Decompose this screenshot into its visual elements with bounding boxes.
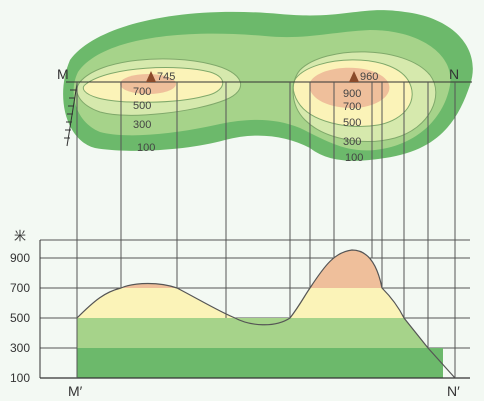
contour-label-left-100: 100 xyxy=(137,142,155,154)
y-tick-300: 300 xyxy=(10,341,30,355)
projection-lines xyxy=(76,82,456,378)
point-m-label: M xyxy=(57,66,69,82)
y-tick-700: 700 xyxy=(10,281,30,295)
y-tick-500: 500 xyxy=(10,311,30,325)
profile-band-300-500 xyxy=(77,318,428,348)
contour-label-right-900: 900 xyxy=(343,88,361,100)
profile-band-500-700-right xyxy=(290,288,404,318)
peak-right-elevation: 960 xyxy=(360,71,378,83)
contour-map: M N 745 960 700 500 300 100 900 700 500 … xyxy=(57,10,473,164)
summit-left xyxy=(120,74,176,94)
contour-label-right-500: 500 xyxy=(343,117,361,129)
contour-label-right-300: 300 xyxy=(343,136,361,148)
peak-marker-right xyxy=(349,71,359,82)
contour-label-right-100: 100 xyxy=(345,152,363,164)
profile-band-100-300 xyxy=(77,348,443,378)
contour-label-left-700: 700 xyxy=(133,86,151,98)
y-tick-100: 100 xyxy=(10,371,30,385)
contour-label-left-300: 300 xyxy=(133,119,151,131)
peak-marker-left xyxy=(146,71,156,82)
profile-band-500-700-left xyxy=(77,288,235,318)
scale-bar xyxy=(64,83,78,147)
profile-band-above-700-right xyxy=(310,250,382,288)
y-tick-900: 900 xyxy=(10,251,30,265)
profile-unit-label: 米 xyxy=(14,229,26,243)
peak-left-elevation: 745 xyxy=(157,71,175,83)
point-m-prime-label: M′ xyxy=(68,383,83,399)
point-n-label: N xyxy=(449,66,459,82)
point-n-prime-label: N′ xyxy=(447,383,460,399)
contour-band-900-right xyxy=(309,67,390,108)
terrain-profile: 米 900 700 500 300 100 M′ N′ xyxy=(10,229,470,399)
contour-label-right-700: 700 xyxy=(343,101,361,113)
contour-label-left-500: 500 xyxy=(133,100,151,112)
